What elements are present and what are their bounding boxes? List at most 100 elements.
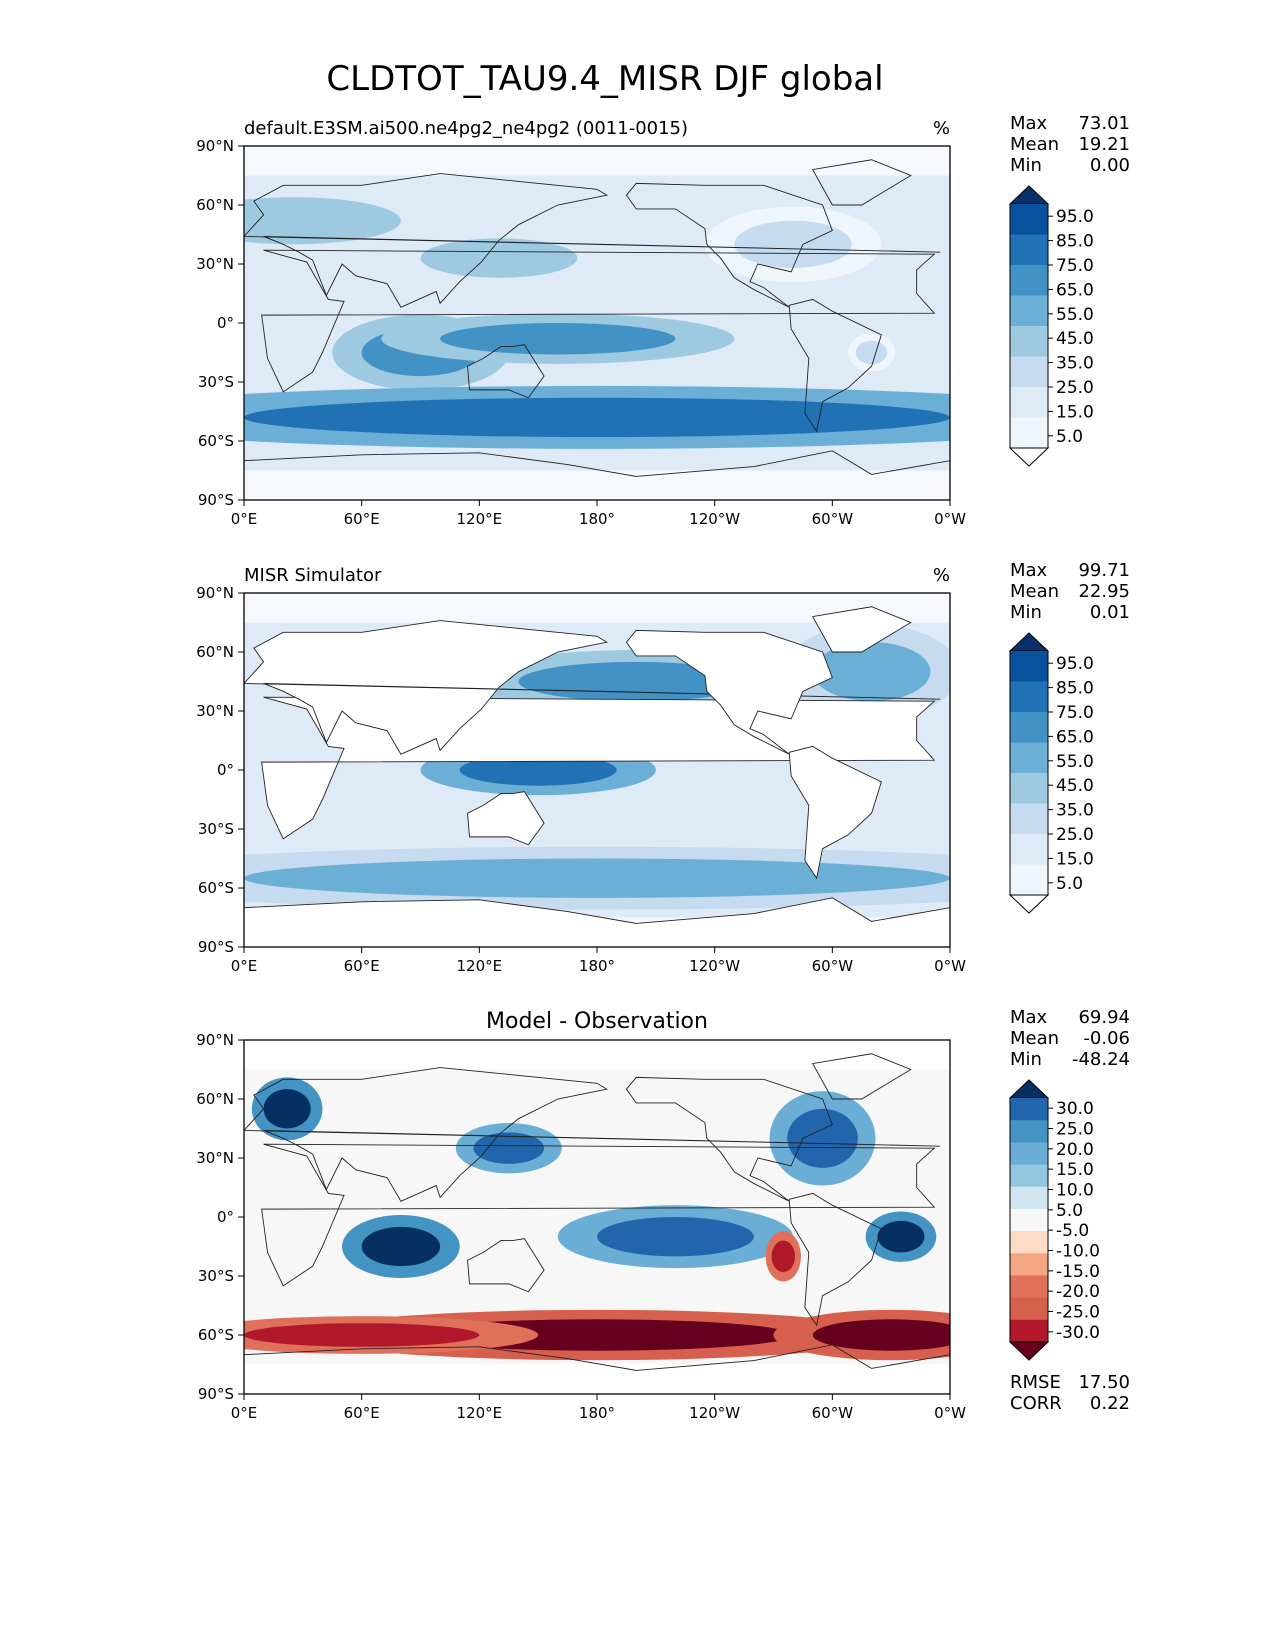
stat-label: Min — [1010, 155, 1042, 176]
coastline — [788, 1192, 882, 1327]
field-contour — [812, 1319, 950, 1351]
colorbar-extend-top — [1008, 632, 1050, 652]
lat-tick-label: 60°N — [196, 1090, 234, 1108]
lon-tick-label: 0°W — [934, 1404, 966, 1422]
lat-tick-label: 60°N — [196, 643, 234, 661]
field-contour — [787, 1108, 858, 1168]
field-contour — [244, 397, 950, 438]
coastline — [812, 1053, 912, 1100]
colorbar-extend-bottom — [1008, 1341, 1050, 1361]
stat-label: Mean — [1010, 581, 1059, 602]
coastline — [788, 745, 882, 880]
extra-stat-label: CORR — [1010, 1393, 1062, 1414]
colorbar-label: 15.0 — [1056, 849, 1094, 869]
colorbar-label: 20.0 — [1056, 1140, 1094, 1160]
field-contour — [459, 754, 617, 786]
lon-tick-label: 0°E — [231, 510, 258, 528]
colorbar-label: 5.0 — [1056, 1201, 1083, 1221]
panel-units: % — [933, 565, 950, 586]
stat-value: -0.06 — [1083, 1028, 1130, 1049]
coastline — [261, 1143, 936, 1287]
coastline — [812, 159, 912, 206]
coastline — [467, 791, 545, 846]
colorbar-segment — [1010, 1098, 1048, 1121]
colorbar-label: 10.0 — [1056, 1181, 1094, 1201]
colorbar-label: -15.0 — [1056, 1262, 1100, 1282]
field-contour — [263, 1089, 311, 1129]
colorbar-label: 65.0 — [1056, 727, 1094, 747]
colorbar-label: 95.0 — [1056, 654, 1094, 674]
lat-tick-label: 90°N — [196, 1031, 234, 1049]
colorbar-label: 30.0 — [1056, 1099, 1094, 1119]
colorbar-segment — [1010, 834, 1048, 865]
colorbar-segment — [1010, 1120, 1048, 1143]
lon-tick-label: 120°W — [689, 1404, 740, 1422]
field-contour — [361, 1226, 441, 1267]
lon-tick-label: 120°E — [457, 957, 503, 975]
colorbar-label: 95.0 — [1056, 207, 1094, 227]
colorbar-segment — [1010, 1253, 1048, 1276]
colorbar-segment — [1010, 204, 1048, 235]
lat-tick-label: 60°S — [198, 879, 234, 897]
lat-tick-label: 90°N — [196, 137, 234, 155]
colorbar-label: 85.0 — [1056, 679, 1094, 699]
lat-tick-label: 60°S — [198, 432, 234, 450]
colorbar-segment — [1010, 773, 1048, 804]
stat-value: 0.01 — [1090, 602, 1130, 623]
field-contour — [812, 642, 931, 702]
panel-title-left: default.E3SM.ai500.ne4pg2_ne4pg2 (0011-0… — [244, 118, 688, 139]
colorbar-segment — [1010, 326, 1048, 357]
colorbar-label: 15.0 — [1056, 1160, 1094, 1180]
field-contour — [473, 1132, 545, 1164]
coastline — [244, 620, 941, 755]
colorbar-segment — [1010, 1208, 1048, 1232]
lat-tick-label: 90°S — [198, 491, 234, 509]
panel-title-left: MISR Simulator — [244, 565, 382, 586]
lat-tick-label: 90°S — [198, 1385, 234, 1403]
coastline — [244, 450, 950, 500]
field-contour — [734, 220, 852, 268]
lon-tick-label: 0°E — [231, 957, 258, 975]
lon-tick-label: 0°E — [231, 1404, 258, 1422]
coastline — [625, 1076, 833, 1202]
colorbar-label: 45.0 — [1056, 776, 1094, 796]
extra-stat-value: 0.22 — [1090, 1393, 1130, 1414]
colorbar-label: -5.0 — [1056, 1221, 1089, 1241]
lat-tick-label: 0° — [217, 761, 234, 779]
stat-value: 19.21 — [1078, 134, 1130, 155]
colorbar-segment — [1010, 1186, 1048, 1210]
colorbar-label: 65.0 — [1056, 280, 1094, 300]
colorbar-segment — [1010, 1319, 1048, 1343]
stat-value: -48.24 — [1072, 1049, 1130, 1070]
colorbar-extend-top — [1008, 1079, 1050, 1099]
stat-value: 69.94 — [1078, 1007, 1130, 1028]
coastline — [625, 629, 833, 755]
colorbar-segment — [1010, 356, 1048, 388]
coastline — [244, 1067, 941, 1202]
lon-tick-label: 180° — [579, 1404, 615, 1422]
colorbar-label: -10.0 — [1056, 1242, 1100, 1262]
lon-tick-label: 0°W — [934, 510, 966, 528]
colorbar-segment — [1010, 1231, 1048, 1254]
colorbar-label: -25.0 — [1056, 1303, 1100, 1323]
field-contour — [440, 323, 676, 355]
lat-tick-label: 30°N — [196, 1149, 234, 1167]
lon-tick-label: 120°W — [689, 510, 740, 528]
coastline — [812, 606, 912, 653]
lon-tick-label: 120°W — [689, 957, 740, 975]
colorbar-segment — [1010, 1297, 1048, 1321]
stat-label: Max — [1010, 113, 1048, 134]
colorbar-segment — [1010, 712, 1048, 743]
coastline — [261, 249, 936, 393]
lat-tick-label: 30°S — [198, 373, 234, 391]
colorbar-extend-top — [1008, 185, 1050, 205]
map-test — [244, 146, 950, 500]
lon-tick-label: 60°W — [812, 957, 854, 975]
colorbar: 95.0 85.0 75.0 65.0 55.0 45.0 35.0 25.0 15.0 5.0 — [1008, 632, 1094, 914]
colorbar-label: 75.0 — [1056, 256, 1094, 276]
lat-tick-label: 60°S — [198, 1326, 234, 1344]
field-contour — [420, 238, 578, 278]
field-contour — [244, 858, 950, 898]
colorbar-label: -30.0 — [1056, 1323, 1100, 1343]
colorbar-segment — [1010, 864, 1048, 896]
